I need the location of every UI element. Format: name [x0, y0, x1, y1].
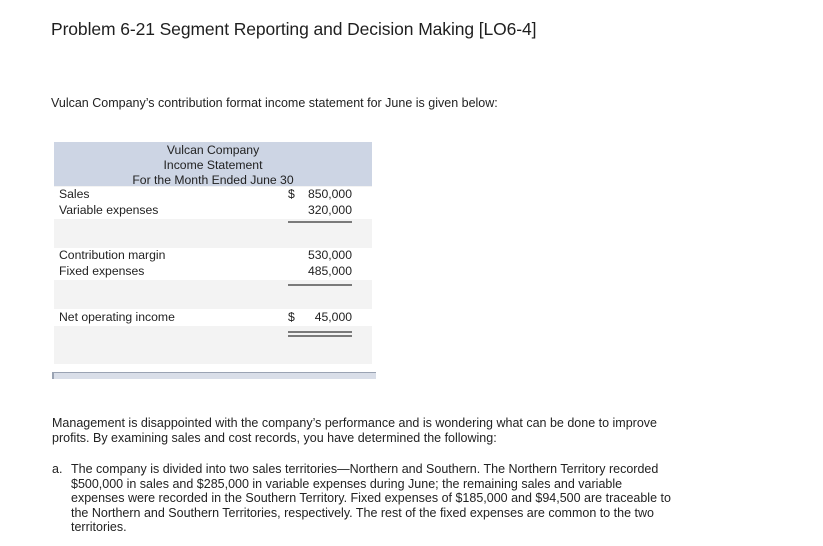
management-paragraph: Management is disappointed with the comp…	[52, 416, 657, 445]
company-name: Vulcan Company	[166, 143, 260, 157]
statement-header: Vulcan Company Income Statement	[54, 142, 372, 186]
contribution-margin-label: Contribution margin	[59, 248, 166, 262]
net-operating-income-value: 45,000	[314, 310, 352, 324]
list-marker: a.	[52, 462, 63, 476]
variable-expenses-value: 320,000	[307, 203, 352, 217]
fixed-underline	[288, 284, 352, 286]
noi-double-underline-bottom	[288, 335, 352, 337]
sales-row: Sales $ 850,000	[54, 187, 372, 203]
fixed-expenses-row: Fixed expenses 485,000	[54, 264, 372, 280]
list-item-text: The company is divided into two sales te…	[71, 462, 671, 534]
net-operating-income-row: Net operating income $ 45,000	[54, 309, 372, 326]
sales-dollar-sign: $	[288, 187, 295, 201]
income-statement-table: Vulcan Company Income Statement For the …	[54, 142, 372, 364]
variable-underline	[288, 221, 352, 223]
table-bottom-border	[52, 372, 376, 379]
statement-period: For the Month Ended June 30	[132, 173, 294, 187]
sales-label: Sales	[59, 187, 90, 201]
net-operating-income-label: Net operating income	[59, 310, 175, 324]
contribution-margin-row: Contribution margin 530,000	[54, 248, 372, 264]
statement-name: Income Statement	[163, 158, 263, 172]
variable-expenses-row: Variable expenses 320,000	[54, 203, 372, 219]
noi-dollar-sign: $	[288, 310, 295, 324]
noi-double-underline-top	[288, 331, 352, 333]
variable-expenses-label: Variable expenses	[59, 203, 159, 217]
contribution-margin-value: 530,000	[307, 248, 352, 262]
fixed-expenses-value: 485,000	[307, 264, 352, 278]
page-title: Problem 6-21 Segment Reporting and Decis…	[51, 19, 537, 39]
sales-value: 850,000	[307, 187, 352, 201]
fixed-expenses-label: Fixed expenses	[59, 264, 145, 278]
intro-text: Vulcan Company’s contribution format inc…	[51, 96, 498, 110]
